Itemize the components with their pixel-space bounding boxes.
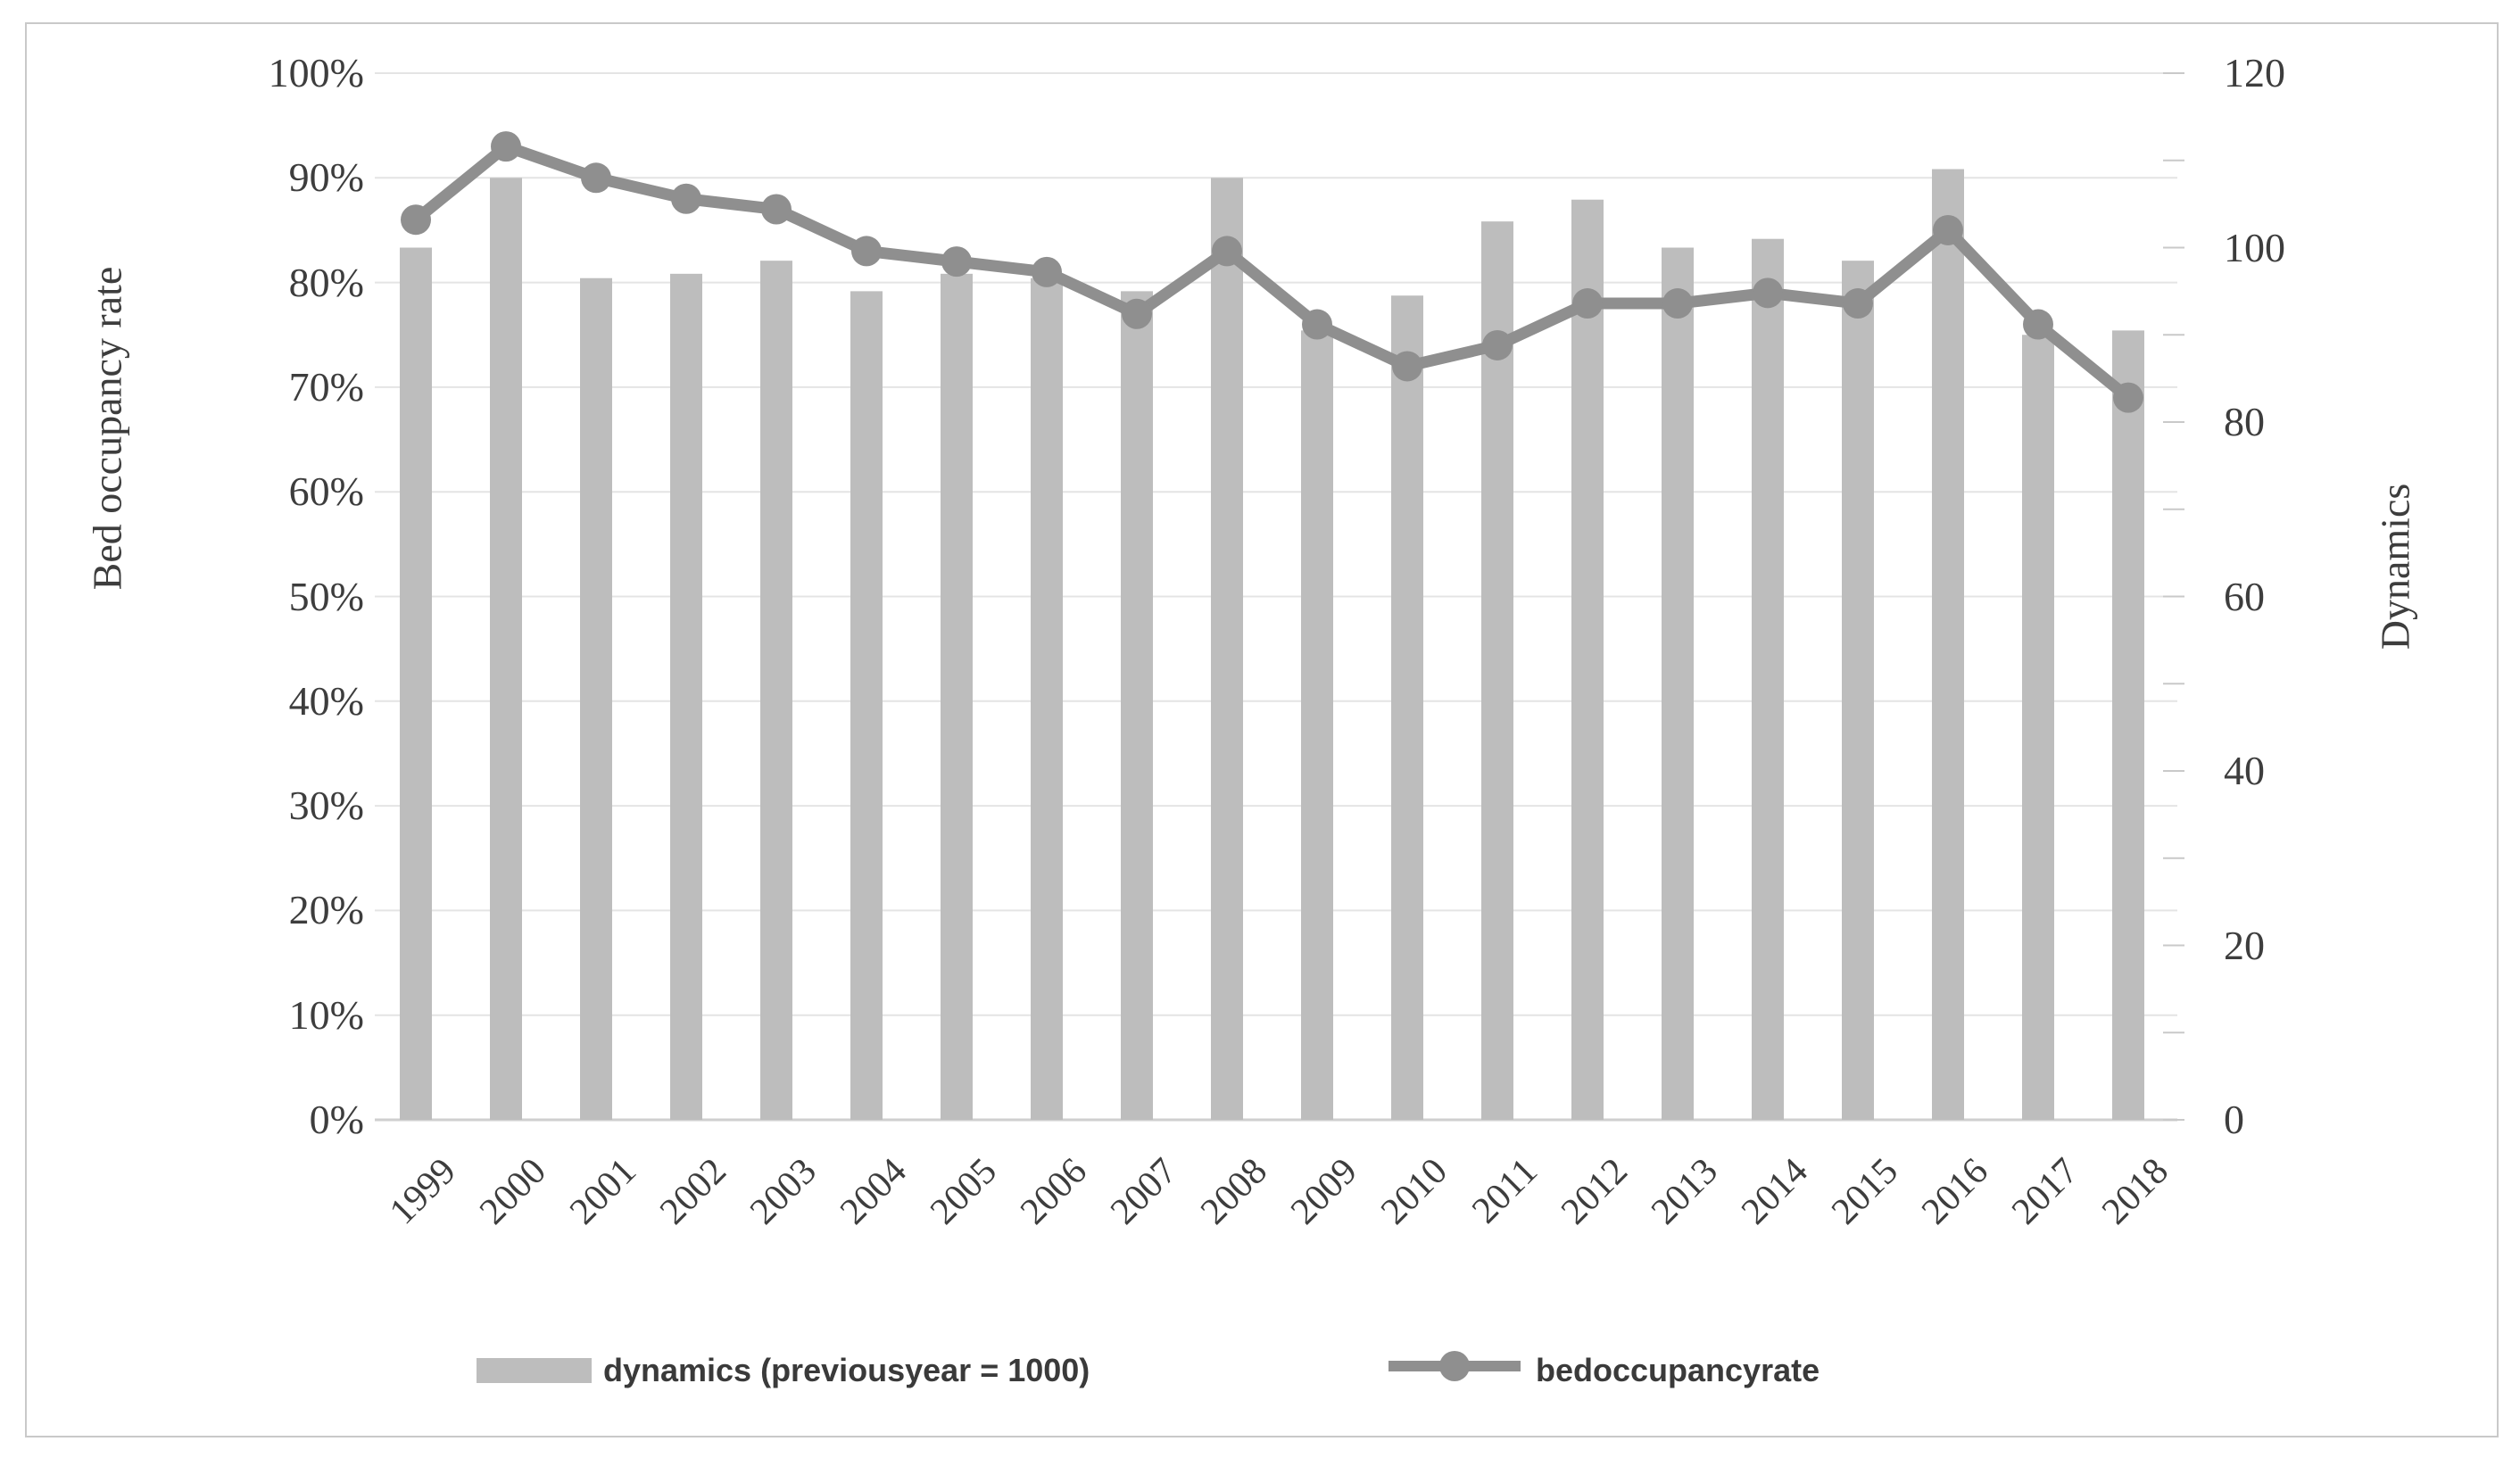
data-point [941, 246, 972, 278]
bar [760, 261, 792, 1121]
left-axis-tick-label: 80% [288, 259, 364, 305]
data-point [1122, 298, 1152, 329]
right-axis-tick-label: 40 [2224, 748, 2265, 793]
left-axis-tick-label: 30% [288, 783, 364, 829]
bar [400, 247, 432, 1120]
data-point [2113, 382, 2143, 413]
right-axis-tick-label: 60 [2224, 573, 2265, 619]
data-point [851, 236, 882, 267]
figure-frame [25, 22, 2499, 1437]
left-axis-tick-label: 10% [288, 991, 364, 1038]
left-axis-tick-label: 60% [288, 468, 364, 515]
right-axis-tick-label: 120 [2224, 50, 2285, 95]
data-point [491, 131, 521, 162]
data-point [671, 183, 701, 214]
legend-swatch-dynamics [477, 1358, 592, 1383]
legend-marker-bedoccupancyrate [1388, 1351, 1521, 1381]
bar [1662, 247, 1694, 1120]
left-axis-tick-label: 0% [309, 1097, 364, 1142]
right-axis-tick-label: 0 [2224, 1097, 2244, 1142]
bar [941, 273, 973, 1120]
bar [580, 278, 612, 1120]
data-point [1302, 309, 1332, 340]
right-axis-tick-label: 20 [2224, 922, 2265, 968]
data-point [1572, 288, 1603, 319]
left-axis-tick-label: 70% [288, 363, 364, 410]
data-point [1212, 236, 1242, 267]
left-axis-tick-label: 100% [268, 50, 364, 95]
data-point [1392, 351, 1422, 382]
bar [1932, 169, 1964, 1120]
data-point [581, 162, 611, 194]
bar [1842, 261, 1874, 1121]
right-axis-tick-label: 80 [2224, 399, 2265, 444]
left-axis-tick-label: 20% [288, 887, 364, 933]
data-point [1753, 278, 1783, 309]
bar [670, 273, 702, 1120]
bar [1031, 278, 1063, 1120]
right-axis-title: Dynamics [2372, 483, 2418, 650]
bar [1481, 221, 1513, 1121]
data-point [2023, 309, 2053, 340]
bar [850, 291, 883, 1120]
data-point [1662, 288, 1693, 319]
data-point [1032, 256, 1062, 287]
bar [490, 178, 522, 1120]
data-point [401, 204, 431, 236]
data-point [1843, 288, 1873, 319]
bar [1391, 295, 1423, 1120]
data-point [1482, 329, 1513, 360]
bar [1121, 291, 1153, 1120]
data-point [761, 194, 792, 225]
data-point [1933, 214, 1963, 245]
bar [1211, 178, 1243, 1120]
bar [1571, 199, 1604, 1120]
bar [1301, 330, 1333, 1120]
legend-label-dynamics: dynamics (previousyear = 1000) [603, 1352, 1090, 1388]
right-axis-tick-label: 100 [2224, 224, 2285, 270]
bar [2022, 335, 2054, 1120]
legend-label-bedoccupancyrate: bedoccupancyrate [1536, 1352, 1820, 1388]
left-axis-tick-label: 40% [288, 677, 364, 724]
bar [1752, 238, 1784, 1121]
left-axis-title: Bed occupancy rate [84, 266, 130, 591]
legend-marker-dot [1439, 1351, 1470, 1381]
bar [2112, 330, 2144, 1120]
left-axis-tick-label: 90% [288, 154, 364, 201]
left-axis-tick-label: 50% [288, 573, 364, 619]
